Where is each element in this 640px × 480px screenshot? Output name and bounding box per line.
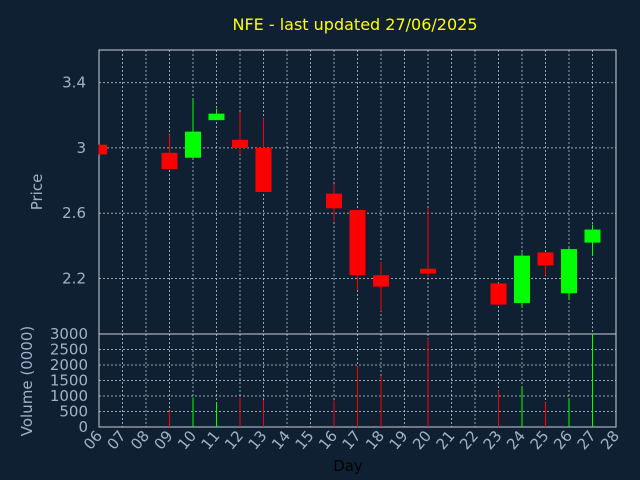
x-tick-label: 13 xyxy=(245,427,271,453)
candles xyxy=(98,98,601,312)
x-tick-label: 14 xyxy=(268,427,294,453)
volume-y-tick-label: 3000 xyxy=(50,325,88,343)
price-axis-label: Price xyxy=(28,174,46,211)
x-tick-label: 27 xyxy=(574,427,600,453)
volume-bars xyxy=(169,334,593,427)
volume-y-tick-label: 1500 xyxy=(50,372,88,390)
chart-title: NFE - last updated 27/06/2025 xyxy=(232,15,477,34)
price-y-tick-labels: 2.2 2.6 3 3.4 xyxy=(62,74,86,288)
volume-y-tick-label: 1000 xyxy=(50,387,88,405)
price-y-tick-label: 3 xyxy=(76,139,86,157)
x-axis-label: Day xyxy=(333,457,363,475)
x-tick-label: 08 xyxy=(127,427,153,453)
x-tick-label: 25 xyxy=(527,427,553,453)
candle-body-13 xyxy=(255,147,272,192)
x-tick-label: 10 xyxy=(174,427,200,453)
candle-body-10 xyxy=(185,131,201,158)
candle-body-06 xyxy=(99,144,107,155)
candle-body-18 xyxy=(373,275,389,287)
candle-body-25 xyxy=(537,252,554,266)
candle-body-12 xyxy=(232,139,248,148)
volume-y-tick-label: 2000 xyxy=(50,356,88,374)
x-tick-label: 12 xyxy=(221,427,247,453)
candle-body-16 xyxy=(326,193,342,209)
x-tick-label: 20 xyxy=(409,427,435,453)
x-tick-label: 17 xyxy=(339,427,365,453)
x-tick-label: 09 xyxy=(151,427,177,453)
candle-body-24 xyxy=(514,255,530,303)
x-tick-label: 26 xyxy=(550,427,576,453)
candle-body-26 xyxy=(561,249,577,294)
x-tick-label: 18 xyxy=(362,427,388,453)
x-tick-label: 21 xyxy=(433,427,459,453)
candle-body-09 xyxy=(161,152,178,170)
candle-body-11 xyxy=(208,113,225,121)
x-tick-label: 23 xyxy=(480,427,506,453)
price-y-tick-label: 2.6 xyxy=(62,204,86,222)
x-tick-label: 22 xyxy=(456,427,482,453)
volume-axis-label: Volume (0000) xyxy=(18,326,36,436)
volume-y-tick-label: 0 xyxy=(78,418,88,436)
price-y-tick-label: 2.2 xyxy=(62,270,86,288)
x-tick-label: 16 xyxy=(315,427,341,453)
candle-body-27 xyxy=(584,229,601,243)
x-tick-label: 15 xyxy=(292,427,318,453)
candle-body-20 xyxy=(420,268,436,274)
x-tick-labels: 0607080910111213141516171819202122232425… xyxy=(80,427,623,453)
candle-body-17 xyxy=(349,209,366,276)
volume-y-tick-label: 500 xyxy=(59,403,88,421)
price-gridlines xyxy=(98,50,617,334)
candle-body-23 xyxy=(490,283,507,305)
x-tick-label: 28 xyxy=(597,427,623,453)
x-tick-label: 19 xyxy=(386,427,412,453)
x-tick-label: 11 xyxy=(198,427,224,453)
x-tick-label: 24 xyxy=(503,427,529,453)
x-tick-label: 07 xyxy=(104,427,130,453)
volume-y-tick-label: 2500 xyxy=(50,341,88,359)
price-y-tick-label: 3.4 xyxy=(62,74,86,92)
